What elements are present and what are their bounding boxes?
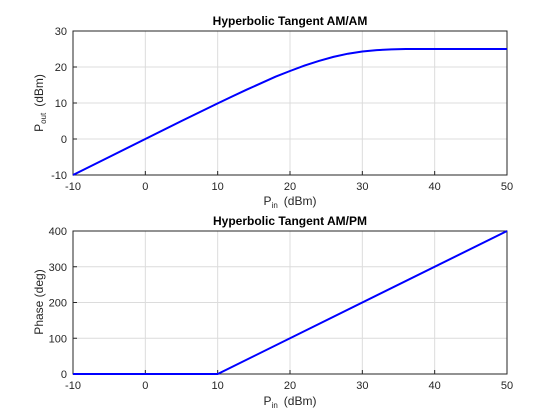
ampm-xtick-label: 20 — [284, 380, 296, 392]
ampm-xtick-label: 50 — [501, 380, 513, 392]
amam-ylabel: Pout(dBm) — [32, 74, 48, 132]
amam-ytick-label: 20 — [55, 62, 67, 74]
ampm-ytick-label: 400 — [49, 226, 67, 238]
ampm-xtick-label: 10 — [212, 380, 224, 392]
amam-ytick-label: 0 — [61, 134, 67, 146]
ampm-xtick-label: 30 — [356, 380, 368, 392]
amam-xtick-label: 40 — [429, 181, 441, 193]
ampm-ytick-label: 200 — [49, 298, 67, 310]
amam-axes: -10 0 10 20 30 40 50 -10 0 10 20 30 Hyperbolic Tang… — [32, 14, 513, 210]
amam-tick-labels: -10 0 10 20 30 40 50 -10 0 10 20 30 — [51, 26, 513, 193]
amam-xlabel: Pin (dBm) — [264, 194, 317, 210]
amam-xtick-label: -10 — [65, 181, 81, 193]
amam-xtick-label: 20 — [284, 181, 296, 193]
amam-xtick-label: 0 — [142, 181, 148, 193]
ampm-xtick-label: 0 — [142, 380, 148, 392]
amam-xtick-label: 30 — [356, 181, 368, 193]
ampm-title: Hyperbolic Tangent AM/PM — [213, 214, 367, 228]
amam-xtick-label: 50 — [501, 181, 513, 193]
amam-title: Hyperbolic Tangent AM/AM — [213, 14, 368, 28]
amam-grid — [73, 31, 507, 175]
amam-ytick-label: -10 — [51, 170, 67, 182]
ampm-ylabel: Phase (deg) — [32, 269, 46, 334]
ampm-xtick-label: 40 — [429, 380, 441, 392]
amam-curve — [72, 48, 507, 176]
amam-ytick-label: 10 — [55, 98, 67, 110]
ampm-xtick-label: -10 — [65, 380, 81, 392]
ampm-ytick-label: 300 — [49, 262, 67, 274]
amam-xtick-label: 10 — [212, 181, 224, 193]
ampm-curve — [73, 230, 508, 375]
amam-ytick-label: 30 — [55, 26, 67, 38]
ampm-ytick-label: 100 — [49, 333, 67, 345]
ampm-ytick-label: 0 — [61, 369, 67, 381]
ampm-xlabel: Pin (dBm) — [264, 394, 317, 410]
